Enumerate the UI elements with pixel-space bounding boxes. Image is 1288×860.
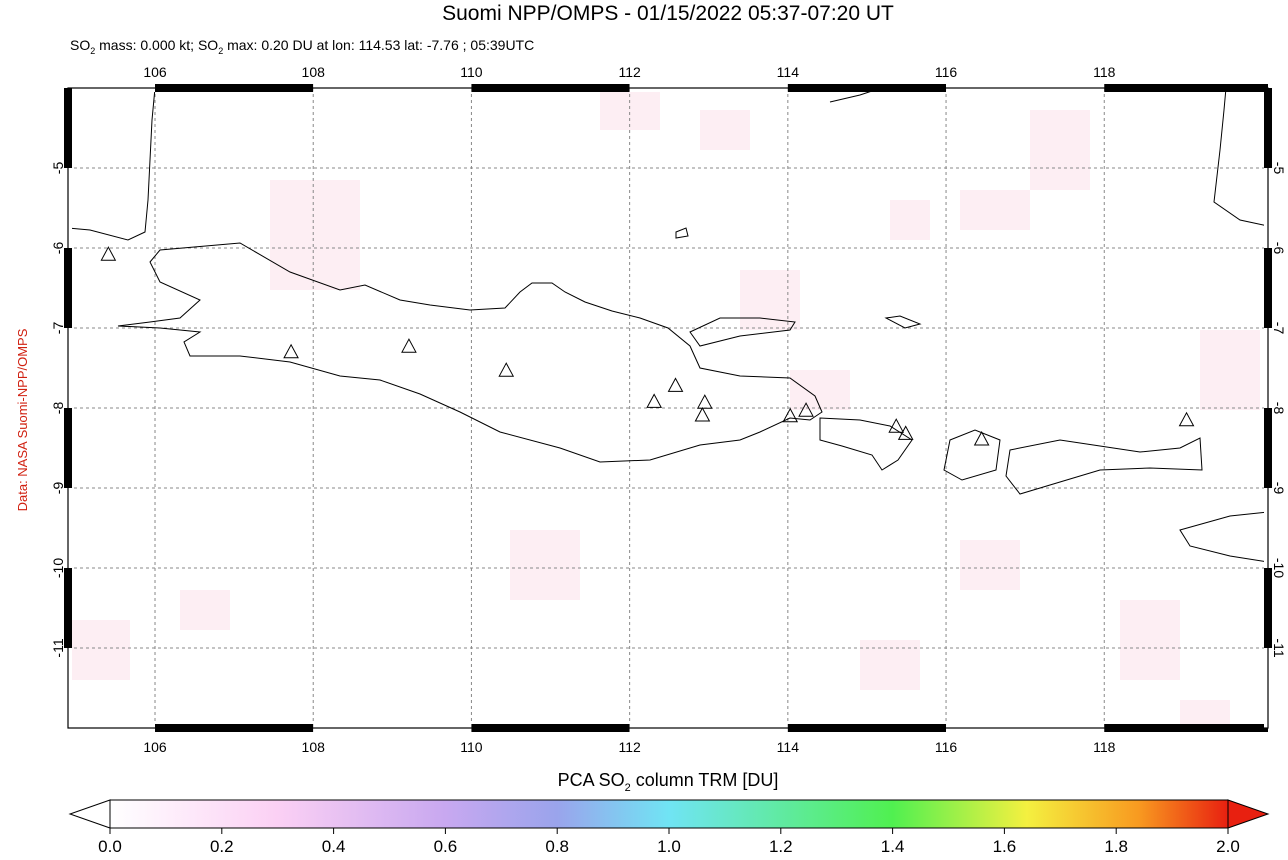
y-tick-label: -11 xyxy=(50,638,66,657)
coastline xyxy=(1179,511,1268,563)
volcano-marker xyxy=(646,393,662,408)
coastline xyxy=(68,88,156,241)
y-tick-label: -7 xyxy=(1271,322,1287,335)
colorbar-label: PCA SO2 column TRM [DU] xyxy=(558,770,779,794)
y-tick-label: -6 xyxy=(1271,242,1287,255)
x-tick-label: 112 xyxy=(618,64,641,80)
volcano-marker xyxy=(283,343,299,359)
coastline xyxy=(1005,437,1203,495)
colorbar-under xyxy=(68,799,111,829)
volcano-marker xyxy=(973,430,990,446)
coastline xyxy=(884,315,922,329)
x-tick-label: 114 xyxy=(777,64,800,80)
colorbar-tick-label: 0.8 xyxy=(545,837,569,855)
subscript: 2 xyxy=(218,46,223,56)
y-tick-label: -10 xyxy=(1271,558,1287,578)
colorbar-gradient xyxy=(109,799,1229,829)
x-tick-label: 118 xyxy=(1093,64,1116,80)
y-tick-label: -9 xyxy=(1271,482,1287,495)
y-tick-label: -5 xyxy=(1271,162,1287,175)
subtitle-part: mass: 0.000 kt; SO xyxy=(95,37,218,53)
y-tick-label: -11 xyxy=(1271,638,1287,657)
coastline xyxy=(819,417,913,471)
volcanoes xyxy=(100,246,1195,446)
subtitle: SO2 mass: 0.000 kt; SO2 max: 0.20 DU at … xyxy=(70,37,534,56)
x-tick-label: 110 xyxy=(460,739,483,755)
volcano-marker xyxy=(694,406,711,422)
colorbar-label-part: column TRM [DU] xyxy=(631,770,779,790)
y-tick-label: -8 xyxy=(1271,402,1287,415)
coastline xyxy=(689,317,796,347)
subtitle-part: SO xyxy=(70,37,90,53)
colorbar-tick-label: 0.4 xyxy=(322,837,346,855)
coastlines xyxy=(68,88,1268,563)
y-tick-label: -5 xyxy=(50,162,66,175)
coastline xyxy=(943,429,1001,481)
coastline xyxy=(675,227,689,239)
subscript: 2 xyxy=(90,46,95,56)
credit: Data: NASA Suomi-NPP/OMPS xyxy=(15,328,30,511)
colorbar: 0.0 0.2 0.4 0.6 0.8 1.0 1.2 1.4 1.6 1.8 2.0 xyxy=(68,799,1270,856)
subscript: 2 xyxy=(625,782,631,794)
grid xyxy=(68,88,1268,728)
colorbar-label-part: PCA SO xyxy=(558,770,625,790)
x-tick-label: 118 xyxy=(1093,739,1116,755)
y-tick-label: -9 xyxy=(50,482,66,495)
volcano-marker xyxy=(888,418,905,433)
y-tick-label: -6 xyxy=(50,242,66,255)
x-tick-label: 106 xyxy=(143,64,167,80)
volcano-marker xyxy=(100,246,117,261)
subtitle-part: max: 0.20 DU at lon: 114.53 lat: -7.76 ;… xyxy=(223,37,534,53)
title: Suomi NPP/OMPS - 01/15/2022 05:37-07:20 … xyxy=(442,2,894,25)
volcano-marker xyxy=(498,362,515,377)
colorbar-tick-label: 1.4 xyxy=(881,837,905,855)
colorbar-tick-label: 1.0 xyxy=(657,837,681,855)
x-tick-label: 116 xyxy=(935,64,958,80)
colorbar-over xyxy=(1227,799,1270,829)
x-tick-label: 112 xyxy=(618,739,641,755)
colorbar-tick-label: 2.0 xyxy=(1216,837,1240,855)
colorbar-tick-label: 0.2 xyxy=(210,837,234,855)
map-border xyxy=(67,87,1269,729)
colorbar-tick-label: 1.8 xyxy=(1104,837,1128,855)
x-tick-label: 110 xyxy=(460,64,483,80)
y-tick-label: -7 xyxy=(50,322,66,335)
volcano-marker xyxy=(897,425,914,440)
volcano-marker xyxy=(798,402,814,417)
colorbar-tick-label: 0.6 xyxy=(434,837,458,855)
coastline xyxy=(1213,88,1268,227)
y-tick-label: -10 xyxy=(50,558,66,578)
y-tick-label: -8 xyxy=(50,402,66,415)
x-tick-label: 108 xyxy=(302,739,326,755)
colorbar-tick-label: 1.6 xyxy=(993,837,1017,855)
colorbar-tick-label: 0.0 xyxy=(98,837,122,855)
x-tick-label: 108 xyxy=(302,64,326,80)
coastline xyxy=(117,242,823,463)
colorbar-tick-label: 1.2 xyxy=(769,837,793,855)
volcano-marker xyxy=(401,338,417,353)
volcano-marker xyxy=(667,377,684,392)
x-tick-label: 114 xyxy=(777,739,800,755)
volcano-marker xyxy=(1178,411,1195,427)
volcano-marker xyxy=(696,394,713,409)
x-tick-label: 106 xyxy=(143,739,167,755)
map xyxy=(64,84,1272,732)
x-tick-label: 116 xyxy=(935,739,958,755)
volcano-marker xyxy=(782,407,799,423)
